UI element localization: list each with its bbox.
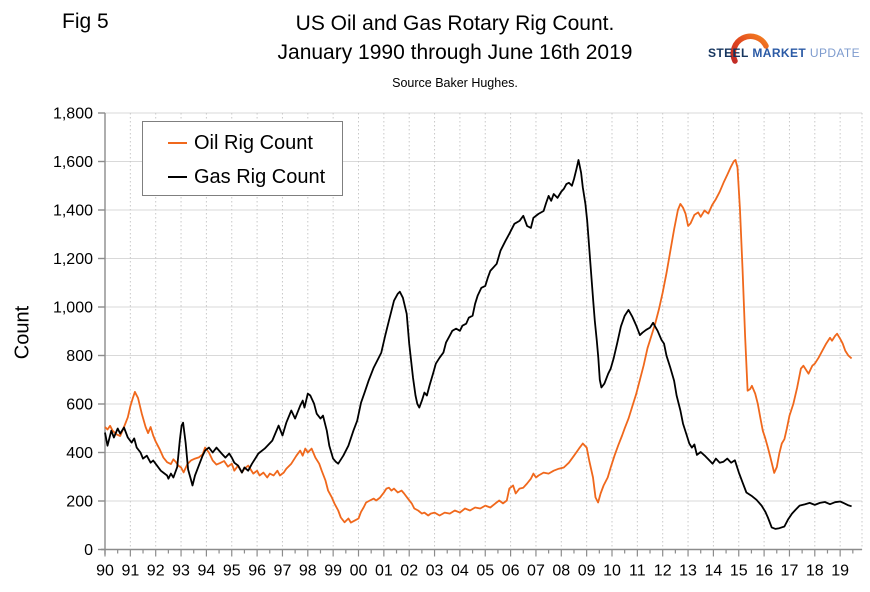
fig-label: Fig 5 — [62, 10, 109, 33]
chart-legend: Oil Rig Count Gas Rig Count — [142, 121, 343, 196]
x-tick-label: 16 — [755, 563, 773, 580]
chart-subtitle: January 1990 through June 16th 2019 — [277, 41, 633, 64]
gas-rig-count-line — [104, 159, 852, 530]
y-tick-label: 1,200 — [53, 251, 93, 268]
oil-rig-count-line — [104, 159, 853, 524]
y-tick-label: 600 — [66, 397, 93, 414]
gas-line-swatch-icon — [168, 176, 187, 178]
x-tick-label: 07 — [527, 563, 545, 580]
x-tick-label: 09 — [578, 563, 596, 580]
x-tick-label: 02 — [400, 563, 418, 580]
y-tick-label: 1,600 — [53, 154, 93, 171]
y-tick-label: 800 — [66, 348, 93, 365]
logo-word-steel: STEEL — [708, 46, 749, 60]
smu-logo-text: STEEL MARKET UPDATE — [708, 46, 860, 60]
y-tick-label: 1,400 — [53, 203, 93, 220]
x-tick-label: 06 — [502, 563, 520, 580]
x-tick-label: 14 — [705, 563, 723, 580]
x-tick-label: 94 — [198, 563, 216, 580]
y-tick-label: 0 — [84, 542, 93, 559]
x-tick-label: 05 — [476, 563, 494, 580]
x-tick-label: 92 — [147, 563, 165, 580]
x-tick-label: 17 — [781, 563, 799, 580]
y-tick-label: 400 — [66, 445, 93, 462]
legend-item-gas: Gas Rig Count — [143, 165, 342, 188]
x-tick-label: 01 — [375, 563, 393, 580]
oil-line-swatch-icon — [168, 142, 187, 144]
x-tick-label: 99 — [324, 563, 342, 580]
x-tick-label: 95 — [223, 563, 241, 580]
x-tick-label: 91 — [121, 563, 139, 580]
steel-market-update-logo: STEEL MARKET UPDATE — [698, 26, 868, 78]
y-axis-title: Count — [11, 305, 34, 360]
x-tick-label: 03 — [426, 563, 444, 580]
x-tick-label: 96 — [248, 563, 266, 580]
x-tick-label: 90 — [96, 563, 114, 580]
x-tick-label: 97 — [274, 563, 292, 580]
x-tick-label: 15 — [730, 563, 748, 580]
legend-item-oil: Oil Rig Count — [143, 131, 342, 154]
legend-label-gas: Gas Rig Count — [194, 165, 326, 188]
x-tick-label: 93 — [172, 563, 190, 580]
x-tick-label: 13 — [679, 563, 697, 580]
x-tick-label: 04 — [451, 563, 469, 580]
chart-source-note: Source Baker Hughes. — [392, 76, 518, 90]
logo-word-market: MARKET — [752, 46, 807, 60]
x-tick-label: 18 — [806, 563, 824, 580]
y-tick-label: 1,000 — [53, 300, 93, 317]
y-tick-label: 1,800 — [53, 106, 93, 123]
x-tick-label: 08 — [552, 563, 570, 580]
chart-title: US Oil and Gas Rotary Rig Count. — [295, 12, 615, 35]
x-tick-label: 00 — [350, 563, 368, 580]
x-tick-label: 98 — [299, 563, 317, 580]
x-tick-label: 12 — [654, 563, 672, 580]
logo-word-update: UPDATE — [809, 46, 861, 60]
legend-label-oil: Oil Rig Count — [194, 131, 313, 154]
x-tick-label: 10 — [603, 563, 621, 580]
x-tick-label: 19 — [831, 563, 849, 580]
smu-swoosh-icon — [730, 33, 769, 64]
y-tick-label: 200 — [66, 494, 93, 511]
x-tick-label: 11 — [629, 563, 646, 580]
